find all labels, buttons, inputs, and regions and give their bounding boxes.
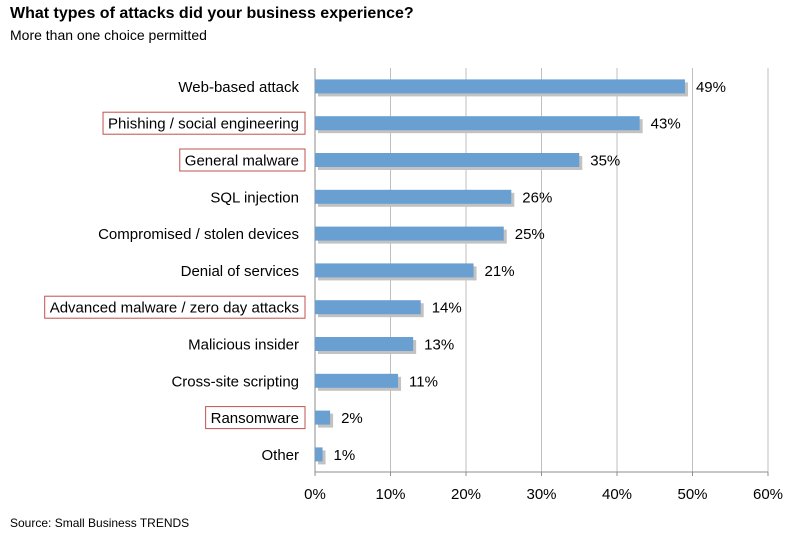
source-note: Source: Small Business TRENDS (10, 516, 190, 530)
bar (315, 337, 414, 351)
category-label: Web-based attack (178, 79, 299, 96)
data-label: 25% (515, 226, 545, 243)
x-tick-label: 30% (526, 486, 556, 503)
data-label: 43% (651, 116, 681, 133)
data-label: 26% (522, 189, 552, 206)
category-label: General malware (185, 153, 299, 170)
category-label: Other (261, 447, 299, 464)
highlight-boxes (44, 111, 306, 430)
data-label: 14% (432, 300, 462, 317)
data-label: 11% (409, 373, 438, 390)
category-label: Compromised / stolen devices (98, 226, 299, 243)
bar (315, 447, 323, 462)
x-tick-label: 40% (602, 486, 632, 503)
bars (315, 79, 688, 465)
category-label: Ransomware (211, 410, 299, 427)
bar (315, 263, 474, 278)
data-label: 49% (696, 79, 726, 96)
chart-subtitle: More than one choice permitted (10, 27, 207, 43)
x-tick-label: 20% (451, 486, 481, 503)
highlight-box (102, 111, 306, 135)
data-label: 2% (341, 410, 363, 427)
chart-title: What types of attacks did your business … (10, 5, 414, 22)
category-label: Advanced malware / zero day attacks (50, 300, 299, 317)
category-label: Cross-site scripting (171, 373, 299, 390)
data-labels: 49% 43% 35% 26% 25% 21% 14% 13% 11% 2% 1% (334, 79, 726, 464)
highlight-box (179, 148, 306, 172)
x-tick-label: 50% (677, 486, 707, 503)
x-tick-label: 60% (753, 486, 783, 503)
data-label: 35% (590, 153, 620, 170)
data-label: 21% (485, 263, 515, 280)
category-label: Denial of services (181, 263, 299, 280)
category-label: Phishing / social engineering (108, 116, 299, 133)
bar (315, 226, 504, 241)
bar (315, 153, 580, 167)
category-label: SQL injection (210, 189, 299, 206)
bar (315, 373, 399, 388)
bar (315, 410, 331, 425)
bar (315, 300, 421, 315)
x-tick-label: 10% (375, 486, 405, 503)
x-axis: 0% 10% 20% 30% 40% 50% 60% (304, 68, 783, 503)
data-label: 13% (424, 337, 454, 354)
x-tick-label: 0% (304, 486, 326, 503)
highlight-box (44, 295, 306, 319)
data-label: 1% (334, 447, 356, 464)
bar (315, 79, 685, 94)
category-labels: Web-based attack Phishing / social engine… (50, 79, 300, 464)
category-label: Malicious insider (188, 337, 299, 354)
highlight-box (205, 406, 306, 430)
bar (315, 116, 640, 131)
bar (315, 189, 512, 204)
